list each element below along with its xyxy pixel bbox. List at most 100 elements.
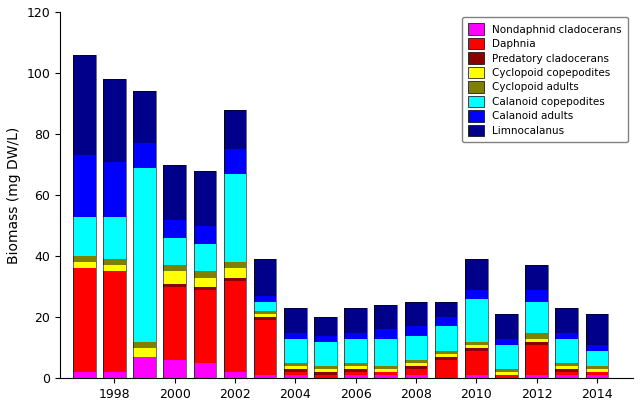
Bar	[133, 168, 156, 341]
Bar	[404, 302, 428, 378]
Bar	[284, 308, 307, 378]
Bar	[556, 369, 578, 372]
Bar	[193, 363, 216, 378]
Bar	[133, 91, 156, 143]
Bar	[103, 271, 125, 372]
Bar	[556, 333, 578, 339]
Bar	[314, 366, 337, 369]
Bar	[133, 348, 156, 357]
Bar	[465, 299, 488, 341]
Bar	[404, 366, 428, 369]
Bar	[224, 174, 246, 262]
Bar	[525, 302, 548, 333]
Bar	[254, 302, 276, 311]
Bar	[495, 375, 518, 378]
Bar	[224, 281, 246, 372]
Bar	[284, 375, 307, 378]
Bar	[344, 375, 367, 378]
Bar	[314, 375, 337, 378]
Bar	[193, 244, 216, 271]
Bar	[133, 143, 156, 168]
Bar	[495, 314, 518, 378]
Bar	[374, 305, 397, 330]
Bar	[525, 265, 548, 378]
Bar	[404, 363, 428, 366]
Bar	[163, 360, 186, 378]
Bar	[344, 366, 367, 369]
Bar	[73, 217, 95, 256]
Bar	[133, 91, 156, 378]
Bar	[374, 330, 397, 339]
Bar	[435, 354, 458, 357]
Bar	[163, 271, 186, 284]
Bar	[556, 366, 578, 369]
Bar	[586, 351, 608, 366]
Bar	[404, 369, 428, 375]
Bar	[163, 287, 186, 360]
Bar	[586, 375, 608, 378]
Bar	[103, 162, 125, 217]
Bar	[374, 339, 397, 366]
Bar	[193, 171, 216, 378]
Bar	[224, 262, 246, 268]
Bar	[163, 265, 186, 271]
Bar	[133, 341, 156, 348]
Bar	[314, 341, 337, 366]
Bar	[435, 326, 458, 351]
Bar	[133, 357, 156, 378]
Bar	[73, 372, 95, 378]
Bar	[374, 369, 397, 372]
Bar	[404, 326, 428, 336]
Bar	[224, 149, 246, 174]
Bar	[163, 238, 186, 265]
Bar	[465, 351, 488, 375]
Bar	[254, 320, 276, 375]
Bar	[435, 360, 458, 378]
Bar	[73, 256, 95, 262]
Bar	[465, 259, 488, 290]
Bar	[344, 363, 367, 366]
Bar	[465, 348, 488, 351]
Bar	[224, 268, 246, 277]
Bar	[193, 290, 216, 363]
Bar	[374, 366, 397, 369]
Bar	[163, 284, 186, 287]
Bar	[404, 375, 428, 378]
Bar	[254, 311, 276, 314]
Bar	[435, 357, 458, 360]
Bar	[284, 333, 307, 339]
Bar	[465, 375, 488, 378]
Bar	[314, 369, 337, 372]
Bar	[344, 333, 367, 339]
Bar	[435, 302, 458, 317]
Bar	[314, 317, 337, 378]
Bar	[495, 314, 518, 339]
Bar	[525, 333, 548, 339]
Bar	[556, 375, 578, 378]
Bar	[586, 372, 608, 375]
Bar	[284, 366, 307, 369]
Bar	[435, 351, 458, 354]
Bar	[254, 296, 276, 302]
Bar	[374, 375, 397, 378]
Bar	[525, 290, 548, 302]
Y-axis label: Biomass (mg DW/L): Biomass (mg DW/L)	[7, 126, 21, 264]
Bar	[254, 314, 276, 317]
Bar	[556, 339, 578, 363]
Bar	[103, 79, 125, 378]
Bar	[495, 369, 518, 372]
Bar	[103, 79, 125, 162]
Bar	[465, 259, 488, 378]
Bar	[314, 372, 337, 375]
Legend: Nondaphnid cladocerans, Daphnia, Predatory cladocerans, Cyclopoid copepodites, C: Nondaphnid cladocerans, Daphnia, Predato…	[462, 17, 628, 142]
Bar	[495, 345, 518, 369]
Bar	[586, 345, 608, 351]
Bar	[224, 110, 246, 149]
Bar	[374, 372, 397, 375]
Bar	[254, 259, 276, 296]
Bar	[163, 220, 186, 238]
Bar	[344, 308, 367, 378]
Bar	[465, 345, 488, 348]
Bar	[525, 339, 548, 341]
Bar	[435, 317, 458, 326]
